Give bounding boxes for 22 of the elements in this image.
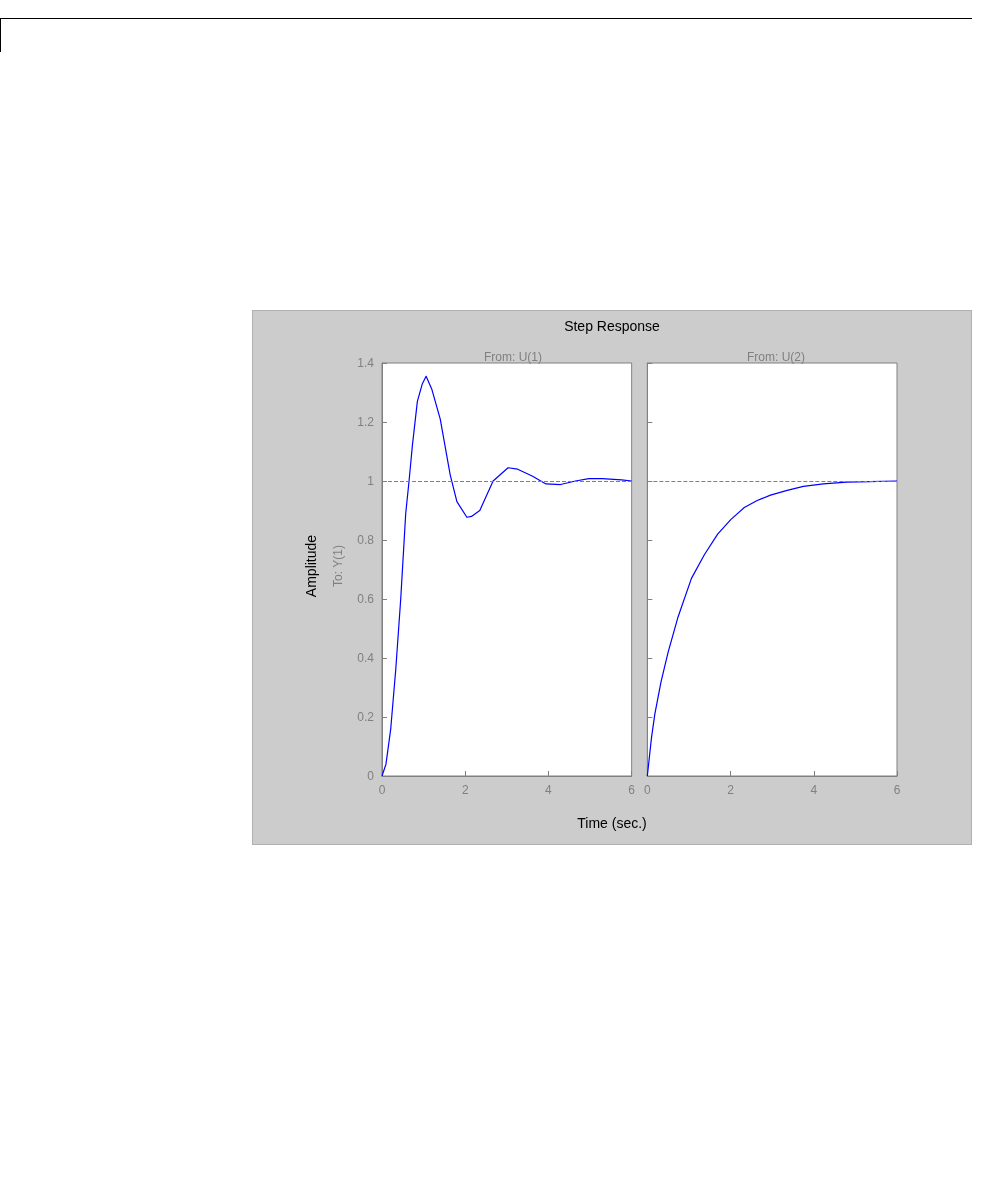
x-tick-label: 0 [378,783,386,797]
y-tick-label: 0 [367,769,375,783]
x-tick-label: 4 [545,783,553,797]
x-tick-label: 2 [461,783,469,797]
y-axis-title: Amplitude [303,534,319,598]
y-tick-label: 0.2 [357,710,375,724]
y-tick-label: 1.4 [357,356,375,370]
y-tick-label: 0.6 [357,592,375,606]
x-tick-label: 2 [727,783,735,797]
y-tick-label: 1.2 [357,415,375,429]
x-axis-title: Time (sec.) [576,815,648,831]
chart-subtitle: From: U(2) [747,350,805,364]
x-tick-label: 4 [810,783,818,797]
x-tick-label: 6 [628,783,636,797]
text: To: Y(1) [331,545,345,587]
y-tick-label: 1 [367,474,375,488]
y-tick-label: 0.8 [357,533,375,547]
chart-subtitle: From: U(1) [484,350,542,364]
chart-title: Step Response [563,318,661,334]
x-tick-label: 0 [643,783,651,797]
y-tick-label: 0.4 [357,651,375,665]
x-tick-label: 6 [893,783,901,797]
